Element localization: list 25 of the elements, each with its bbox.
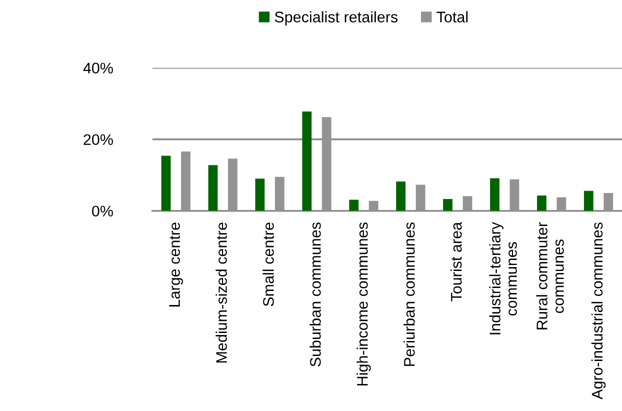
x-tick-label: Large centre [169,222,183,306]
bar [255,178,265,211]
x-tick-label: Small centre [262,222,274,306]
bar [584,190,594,211]
x-tick-label: Agro-industrial communes [591,222,606,400]
bar [396,182,406,211]
x-tick-label: Rural commuter communes [536,222,564,330]
x-tick-label: Tourist area [450,222,462,302]
bar [349,200,359,211]
y-tick-label: 40% [83,62,113,74]
y-tick-label: 0% [92,206,113,217]
legend-label: Total [436,11,468,22]
bar [537,195,546,211]
bar [208,165,218,211]
bar [490,178,500,211]
x-tick-label: Medium-sized centre [216,222,227,362]
bar [302,111,312,211]
y-tick-label: 20% [84,134,113,146]
x-tick-label: Industrial-tertiary communes [489,222,517,334]
bar [161,156,171,211]
bar [443,199,452,211]
x-tick-label: Periurban communes [404,222,415,366]
x-tick-label: High-income communes [356,222,371,386]
x-tick-label: Suburban communes [310,222,321,366]
legend-label: Specialist retailers [274,11,398,26]
